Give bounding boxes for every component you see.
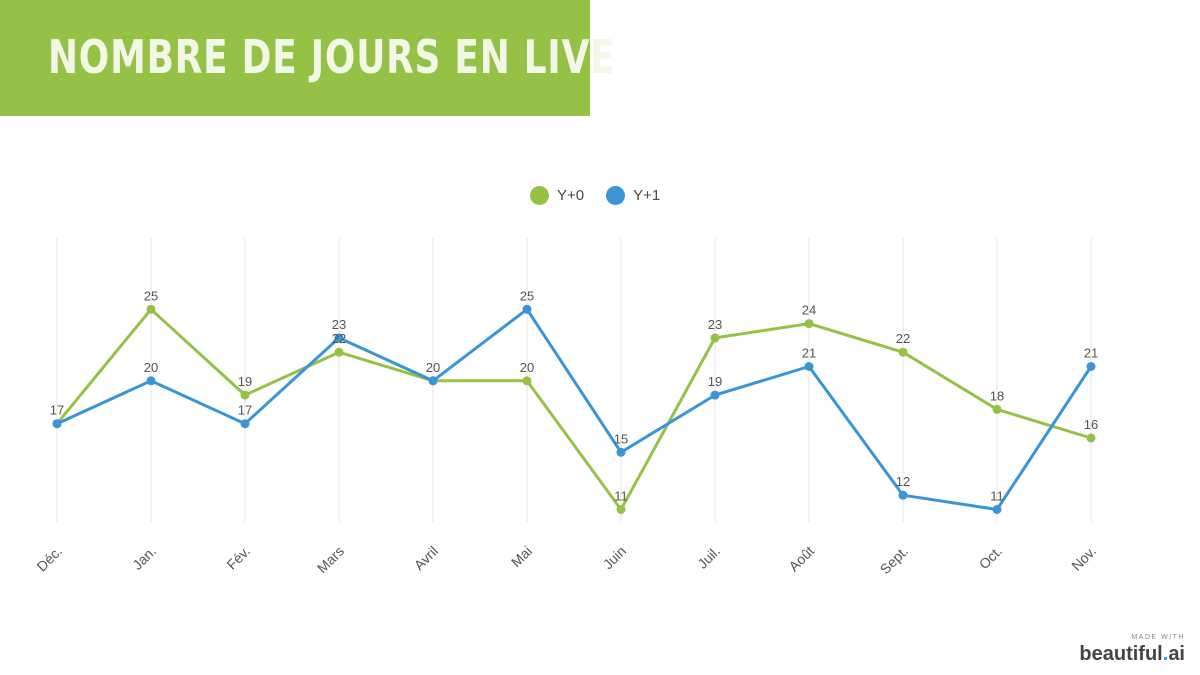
branding: MADE WITH beautiful.ai (1079, 634, 1185, 666)
data-label-s1-1: 20 (144, 360, 158, 375)
data-point-s0-3 (334, 347, 344, 357)
data-point-s1-5 (522, 304, 532, 314)
data-point-s0-5 (522, 376, 532, 386)
data-point-s1-4 (428, 376, 438, 386)
data-point-s1-0 (52, 419, 62, 429)
data-point-s0-9 (898, 347, 908, 357)
x-tick-label-5: Mai (508, 543, 535, 570)
x-tick-label-2: Fév. (223, 543, 253, 573)
series-line-1 (56, 307, 1093, 511)
data-point-s0-2 (240, 390, 250, 400)
data-label-s1-3: 23 (332, 317, 346, 332)
data-label-s0-4: 20 (426, 360, 440, 375)
legend-swatch-y1 (606, 186, 626, 205)
series-line-0 (55, 307, 1092, 511)
legend-item-y0: Y+0 (530, 186, 584, 205)
data-point-s0-1 (146, 304, 156, 314)
data-point-s0-11 (1086, 433, 1096, 443)
data-point-s1-6 (616, 447, 626, 457)
data-label-s1-6: 15 (614, 431, 628, 446)
data-label-s0-2: 19 (238, 374, 252, 389)
data-point-s0-7 (710, 333, 720, 343)
title-banner: NOMBRE DE JOURS EN LIVE (0, 0, 615, 116)
data-point-s1-11 (1086, 362, 1096, 371)
legend-swatch-y0 (530, 186, 549, 205)
data-label-s1-5: 25 (520, 288, 534, 303)
x-tick-label-10: Oct. (976, 543, 1005, 572)
data-label-s1-10: 11 (990, 489, 1004, 504)
data-label-s0-5: 20 (520, 360, 534, 375)
data-label-s0-7: 23 (708, 317, 722, 332)
data-label-s0-11: 16 (1084, 417, 1098, 432)
made-with-label: MADE WITH (1131, 634, 1185, 641)
x-tick-label-3: Mars (314, 543, 347, 576)
beautiful-ai-logo: beautiful.ai (1079, 643, 1185, 665)
data-point-s0-6 (616, 505, 626, 514)
data-point-s0-8 (804, 319, 814, 329)
x-tick-label-0: Déc. (33, 543, 65, 575)
data-label-s1-9: 12 (896, 474, 910, 489)
x-tick-label-6: Juin (600, 543, 629, 572)
data-label-s1-8: 21 (802, 346, 816, 361)
legend-item-y1: Y+1 (606, 186, 660, 205)
data-label-s1-7: 19 (708, 374, 722, 389)
data-point-s1-3 (334, 333, 344, 343)
data-point-s1-1 (146, 376, 156, 386)
x-tick-label-4: Avril (411, 543, 441, 573)
data-label-s1-2: 17 (238, 403, 252, 418)
x-tick-label-11: Nov. (1068, 543, 1099, 574)
data-point-s1-9 (898, 490, 908, 500)
data-label-s0-9: 22 (896, 331, 910, 346)
legend: Y+0 Y+1 (530, 186, 682, 205)
x-tick-label-8: Août (785, 543, 817, 575)
data-label-s0-0: 17 (50, 403, 64, 418)
data-label-s0-1: 25 (144, 288, 158, 303)
legend-label-y1: Y+1 (633, 187, 661, 204)
data-label-s0-8: 24 (802, 303, 816, 318)
x-tick-label-1: Jan. (129, 543, 159, 573)
data-point-s1-10 (992, 505, 1002, 514)
data-label-s1-11: 21 (1084, 346, 1098, 361)
data-point-s1-2 (240, 419, 250, 429)
data-label-s0-6: 11 (614, 489, 628, 504)
data-point-s0-10 (992, 404, 1002, 414)
x-tick-label-7: Juil. (694, 543, 723, 572)
data-point-s1-7 (710, 390, 720, 400)
chart-title: NOMBRE DE JOURS EN LIVE (48, 30, 616, 84)
data-label-s0-3: 22 (332, 331, 346, 346)
x-tick-label-9: Sept. (877, 543, 911, 577)
data-label-s0-10: 18 (990, 388, 1004, 403)
legend-label-y0: Y+0 (557, 187, 585, 204)
data-point-s1-8 (804, 362, 814, 371)
